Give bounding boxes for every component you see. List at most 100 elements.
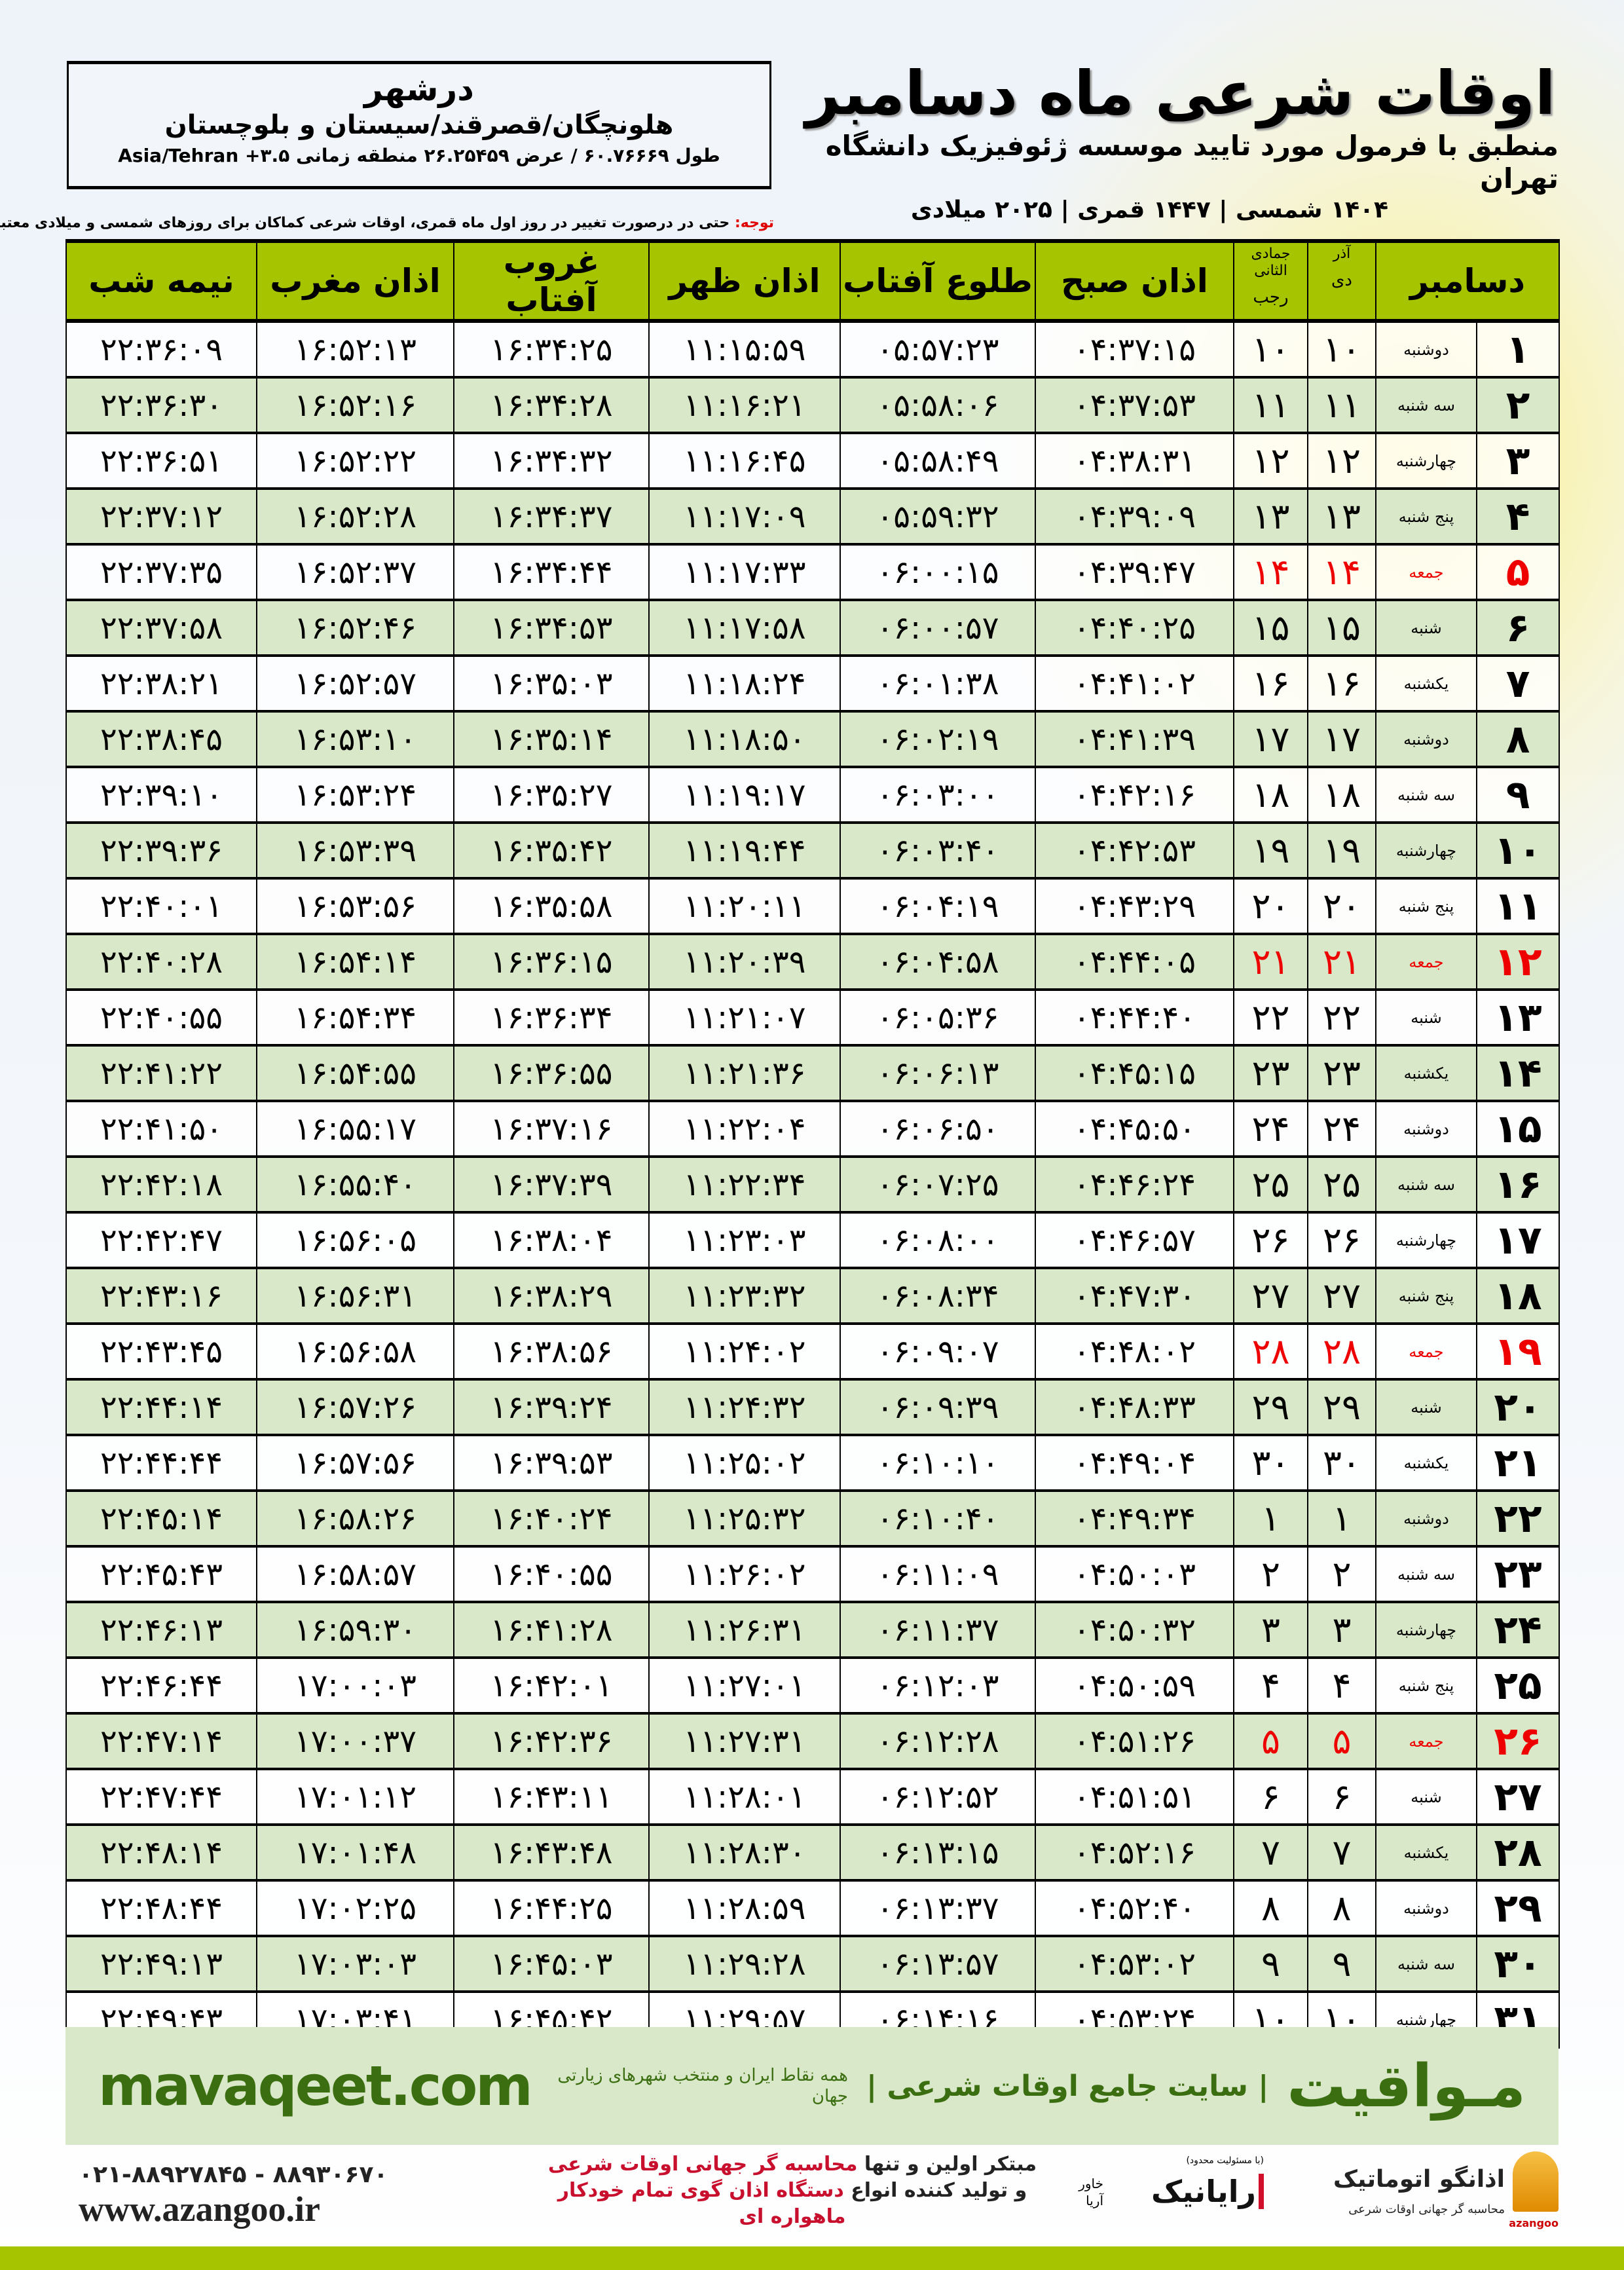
cell-sunrise: ۰۶:۰۳:۰۰ bbox=[840, 767, 1035, 824]
cell-fajr: ۰۴:۴۶:۵۷ bbox=[1035, 1212, 1234, 1269]
cell-day: ۴ bbox=[1476, 489, 1560, 546]
cell-dhuhr: ۱۱:۲۷:۰۱ bbox=[648, 1658, 840, 1715]
cell-fajr: ۰۴:۵۰:۰۳ bbox=[1035, 1546, 1234, 1603]
cell-weekday: یکشنبه bbox=[1375, 656, 1477, 713]
cell-maghrib: ۱۶:۵۶:۳۱ bbox=[256, 1268, 454, 1325]
col-dey-top: آذر bbox=[1333, 246, 1351, 262]
cell-dey: ۲۳ bbox=[1307, 1045, 1376, 1102]
cell-dhuhr: ۱۱:۲۲:۰۴ bbox=[648, 1101, 840, 1158]
cell-sunset: ۱۶:۴۴:۲۵ bbox=[453, 1880, 649, 1937]
cell-midnight: ۲۲:۴۸:۱۴ bbox=[65, 1825, 257, 1882]
footer: اذانگو اتوماتیک محاسبه گر جهانی اوقات شر… bbox=[65, 2151, 1559, 2243]
cell-fajr: ۰۴:۳۹:۰۹ bbox=[1035, 489, 1234, 546]
table-row: ۲ سه شنبه ۱۱ ۱۱ ۰۴:۳۷:۵۳ ۰۵:۵۸:۰۶ ۱۱:۱۶:۲۱ ۱۶:۳… bbox=[65, 377, 1560, 434]
mavaqeet-link[interactable]: mavaqeet.com bbox=[98, 2054, 533, 2118]
table-row: ۱۱ پنج شنبه ۲۰ ۲۰ ۰۴:۴۳:۲۹ ۰۶:۰۴:۱۹ ۱۱:۲۰:۱۱ ۱۶… bbox=[65, 878, 1560, 935]
cell-midnight: ۲۲:۴۵:۴۳ bbox=[65, 1546, 257, 1603]
cell-fajr: ۰۴:۴۸:۰۲ bbox=[1035, 1324, 1234, 1381]
azangoo-en: azangoo bbox=[1509, 2217, 1559, 2229]
cell-day: ۱۶ bbox=[1476, 1157, 1560, 1214]
col-rajab-label: رجب bbox=[1253, 288, 1289, 307]
cell-fajr: ۰۴:۴۶:۲۴ bbox=[1035, 1157, 1234, 1214]
cell-dhuhr: ۱۱:۲۵:۳۲ bbox=[648, 1491, 840, 1548]
cell-sunset: ۱۶:۳۸:۲۹ bbox=[453, 1268, 649, 1325]
cell-sunset: ۱۶:۳۷:۳۹ bbox=[453, 1157, 649, 1214]
cell-dey: ۱۸ bbox=[1307, 767, 1376, 824]
cell-fajr: ۰۴:۵۰:۳۲ bbox=[1035, 1602, 1234, 1659]
cell-rajab: ۱۹ bbox=[1233, 823, 1308, 880]
cell-midnight: ۲۲:۳۹:۳۶ bbox=[65, 823, 257, 880]
phone-numbers: ۰۲۱-۸۸۹۲۷۸۴۵ - ۸۸۹۳۰۶۷۰ bbox=[79, 2161, 388, 2188]
cell-rajab: ۱۱ bbox=[1233, 377, 1308, 434]
cell-weekday: سه شنبه bbox=[1375, 1936, 1477, 1993]
cell-dhuhr: ۱۱:۲۴:۳۲ bbox=[648, 1379, 840, 1436]
cell-sunrise: ۰۶:۰۵:۳۶ bbox=[840, 990, 1035, 1047]
cell-weekday: چهارشنبه bbox=[1375, 1212, 1477, 1269]
cell-maghrib: ۱۶:۵۲:۲۲ bbox=[256, 433, 454, 490]
note: توجه: حتی در درصورت تغییر در روز اول ماه… bbox=[0, 215, 774, 231]
cell-midnight: ۲۲:۴۶:۴۴ bbox=[65, 1658, 257, 1715]
cell-maghrib: ۱۷:۰۰:۳۷ bbox=[256, 1713, 454, 1770]
cell-sunrise: ۰۶:۰۶:۵۰ bbox=[840, 1101, 1035, 1158]
city-name: هلونچگان/قصرقند/سیستان و بلوچستان bbox=[164, 110, 674, 140]
cell-dhuhr: ۱۱:۱۸:۲۴ bbox=[648, 656, 840, 713]
cell-day: ۱۵ bbox=[1476, 1101, 1560, 1158]
cell-fajr: ۰۴:۴۴:۰۵ bbox=[1035, 934, 1234, 991]
cell-dey: ۳۰ bbox=[1307, 1435, 1376, 1492]
cell-dhuhr: ۱۱:۲۰:۱۱ bbox=[648, 878, 840, 935]
cell-sunset: ۱۶:۴۳:۴۸ bbox=[453, 1825, 649, 1882]
cell-sunrise: ۰۶:۰۴:۱۹ bbox=[840, 878, 1035, 935]
cell-rajab: ۸ bbox=[1233, 1880, 1308, 1937]
cell-day: ۹ bbox=[1476, 767, 1560, 824]
cell-dhuhr: ۱۱:۲۶:۳۱ bbox=[648, 1602, 840, 1659]
cell-rajab: ۲۶ bbox=[1233, 1212, 1308, 1269]
city-label: درشهر bbox=[364, 70, 474, 108]
cell-rajab: ۱۰ bbox=[1233, 321, 1308, 379]
table-row: ۲۶ جمعه ۵ ۵ ۰۴:۵۱:۲۶ ۰۶:۱۲:۲۸ ۱۱:۲۷:۳۱ ۱۶:۴۲:۳۶… bbox=[65, 1713, 1560, 1770]
cell-fajr: ۰۴:۴۲:۵۳ bbox=[1035, 823, 1234, 880]
cell-day: ۲۰ bbox=[1476, 1379, 1560, 1436]
cell-dey: ۱ bbox=[1307, 1491, 1376, 1548]
table-row: ۶ شنبه ۱۵ ۱۵ ۰۴:۴۰:۲۵ ۰۶:۰۰:۵۷ ۱۱:۱۷:۵۸ ۱۶:۳۴:۵… bbox=[65, 600, 1560, 657]
cell-sunrise: ۰۶:۱۳:۱۵ bbox=[840, 1825, 1035, 1882]
coordinates: طول ۶۰.۷۶۶۶۹ / عرض ۲۶.۲۵۴۵۹ منطقه زمانی … bbox=[118, 145, 720, 166]
cell-weekday: پنج شنبه bbox=[1375, 878, 1477, 935]
cell-dey: ۶ bbox=[1307, 1769, 1376, 1826]
cell-weekday: شنبه bbox=[1375, 1769, 1477, 1826]
cell-sunset: ۱۶:۳۴:۴۴ bbox=[453, 544, 649, 601]
table-row: ۲۵ پنج شنبه ۴ ۴ ۰۴:۵۰:۵۹ ۰۶:۱۲:۰۳ ۱۱:۲۷:۰۱ ۱۶:۴… bbox=[65, 1658, 1560, 1715]
cell-dey: ۸ bbox=[1307, 1880, 1376, 1937]
azangoo-link[interactable]: www.azangoo.ir bbox=[79, 2189, 320, 2229]
cell-sunset: ۱۶:۳۵:۱۴ bbox=[453, 711, 649, 768]
cell-sunset: ۱۶:۳۵:۰۳ bbox=[453, 656, 649, 713]
table-row: ۲۲ دوشنبه ۱ ۱ ۰۴:۴۹:۳۴ ۰۶:۱۰:۴۰ ۱۱:۲۵:۳۲ ۱۶:۴۰:… bbox=[65, 1491, 1560, 1548]
mavaqeet-logo: مـواقیت bbox=[1287, 2051, 1526, 2121]
table-row: ۲۷ شنبه ۶ ۶ ۰۴:۵۱:۵۱ ۰۶:۱۲:۵۲ ۱۱:۲۸:۰۱ ۱۶:۴۳:۱۱… bbox=[65, 1769, 1560, 1826]
cell-sunset: ۱۶:۴۵:۰۳ bbox=[453, 1936, 649, 1993]
table-row: ۳۰ سه شنبه ۹ ۹ ۰۴:۵۳:۰۲ ۰۶:۱۳:۵۷ ۱۱:۲۹:۲۸ ۱۶:۴۵… bbox=[65, 1936, 1560, 1993]
cell-dhuhr: ۱۱:۲۶:۰۲ bbox=[648, 1546, 840, 1603]
cell-rajab: ۲۸ bbox=[1233, 1324, 1308, 1381]
cell-midnight: ۲۲:۴۲:۱۸ bbox=[65, 1157, 257, 1214]
col-sunset: غروب آفتاب bbox=[453, 239, 649, 323]
cell-sunset: ۱۶:۳۶:۱۵ bbox=[453, 934, 649, 991]
cell-fajr: ۰۴:۳۸:۳۱ bbox=[1035, 433, 1234, 490]
table-row: ۲۰ شنبه ۲۹ ۲۹ ۰۴:۴۸:۳۳ ۰۶:۰۹:۳۹ ۱۱:۲۴:۳۲ ۱۶:۳۹:… bbox=[65, 1379, 1560, 1436]
cell-maghrib: ۱۶:۵۷:۲۶ bbox=[256, 1379, 454, 1436]
table-row: ۴ پنج شنبه ۱۳ ۱۳ ۰۴:۳۹:۰۹ ۰۵:۵۹:۳۲ ۱۱:۱۷:۰۹ ۱۶:… bbox=[65, 489, 1560, 546]
cell-dhuhr: ۱۱:۲۸:۵۹ bbox=[648, 1880, 840, 1937]
cell-midnight: ۲۲:۴۹:۱۳ bbox=[65, 1936, 257, 1993]
table-row: ۲۳ سه شنبه ۲ ۲ ۰۴:۵۰:۰۳ ۰۶:۱۱:۰۹ ۱۱:۲۶:۰۲ ۱۶:۴۰… bbox=[65, 1546, 1560, 1603]
cell-midnight: ۲۲:۴۱:۵۰ bbox=[65, 1101, 257, 1158]
cell-rajab: ۱۸ bbox=[1233, 767, 1308, 824]
cell-rajab: ۱ bbox=[1233, 1491, 1308, 1548]
cell-fajr: ۰۴:۴۱:۰۲ bbox=[1035, 656, 1234, 713]
table-row: ۲۸ یکشنبه ۷ ۷ ۰۴:۵۲:۱۶ ۰۶:۱۳:۱۵ ۱۱:۲۸:۳۰ ۱۶:۴۳:… bbox=[65, 1825, 1560, 1882]
cell-day: ۸ bbox=[1476, 711, 1560, 768]
cell-maghrib: ۱۷:۰۱:۴۸ bbox=[256, 1825, 454, 1882]
cell-sunset: ۱۶:۳۸:۵۶ bbox=[453, 1324, 649, 1381]
cell-maghrib: ۱۶:۵۶:۵۸ bbox=[256, 1324, 454, 1381]
table-row: ۷ یکشنبه ۱۶ ۱۶ ۰۴:۴۱:۰۲ ۰۶:۰۱:۳۸ ۱۱:۱۸:۲۴ ۱۶:۳۵… bbox=[65, 656, 1560, 713]
cell-sunrise: ۰۶:۰۹:۳۹ bbox=[840, 1379, 1035, 1436]
cell-rajab: ۲۴ bbox=[1233, 1101, 1308, 1158]
